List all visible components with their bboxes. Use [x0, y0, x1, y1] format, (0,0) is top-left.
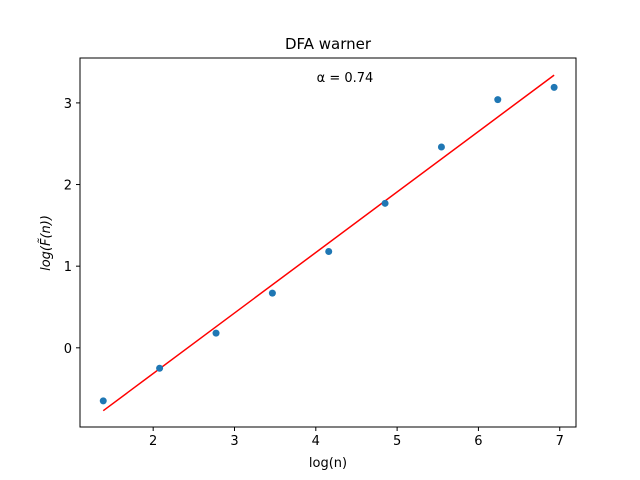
data-point: [212, 329, 220, 337]
chart-title: DFA warner: [285, 35, 372, 53]
data-point: [325, 247, 333, 255]
data-point: [381, 199, 389, 207]
x-axis-label: log(n): [309, 456, 347, 471]
x-tick-label: 3: [230, 434, 238, 449]
x-tick-label: 4: [312, 434, 320, 449]
axis-ticks: 2 3 4 5 6 7 0 1 2 3: [64, 97, 564, 449]
y-axis-label: log(F̃(n)): [39, 215, 54, 271]
data-point: [268, 289, 276, 297]
data-point: [437, 143, 445, 151]
y-tick-label: 1: [64, 260, 72, 275]
fit-line: [102, 74, 555, 412]
x-tick-label: 7: [556, 434, 564, 449]
y-tick-label: 0: [64, 342, 72, 357]
x-tick-label: 6: [474, 434, 482, 449]
y-tick-label: 2: [64, 179, 72, 194]
y-tick-label: 3: [64, 97, 72, 112]
plot-area: [79, 57, 577, 428]
data-point: [494, 96, 502, 104]
data-point: [550, 83, 558, 91]
axes-frame: [79, 57, 577, 428]
x-tick-label: 2: [149, 434, 157, 449]
alpha-annotation: α = 0.74: [317, 71, 374, 86]
data-point: [99, 397, 107, 405]
data-point: [156, 364, 164, 372]
x-tick-label: 5: [393, 434, 401, 449]
